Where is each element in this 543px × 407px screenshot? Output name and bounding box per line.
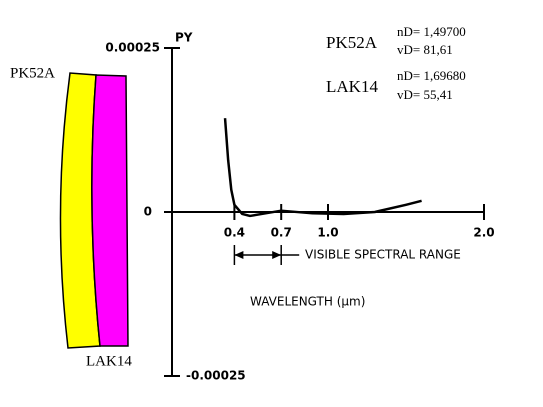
y-axis-label: PY (175, 31, 193, 45)
y-tick-label: 0.00025 (105, 41, 160, 55)
glass-vd: vD= 81,61 (397, 42, 453, 57)
glass-name: PK52A (326, 33, 378, 52)
x-tick-label: 0.4 (224, 226, 245, 240)
y-tick-label: -0.00025 (186, 369, 246, 383)
glass-nd: nD= 1,69680 (397, 68, 466, 83)
x-tick-label: 1.0 (317, 226, 338, 240)
lens-lak14 (91, 74, 129, 347)
glass-name: LAK14 (326, 77, 378, 96)
lens-label: PK52A (10, 65, 55, 81)
glass-nd: nD= 1,49700 (397, 24, 466, 39)
annotation: VISIBLE SPECTRAL RANGE (305, 248, 461, 262)
x-tick-label: 2.0 (473, 226, 494, 240)
x-tick-label: 0.7 (271, 226, 292, 240)
x-axis-label: WAVELENGTH (μm) (250, 295, 365, 309)
y-tick-label: 0 (144, 205, 152, 219)
lens-label: LAK14 (86, 353, 132, 369)
curve (223, 118, 422, 218)
glass-vd: vD= 55,41 (397, 87, 453, 102)
